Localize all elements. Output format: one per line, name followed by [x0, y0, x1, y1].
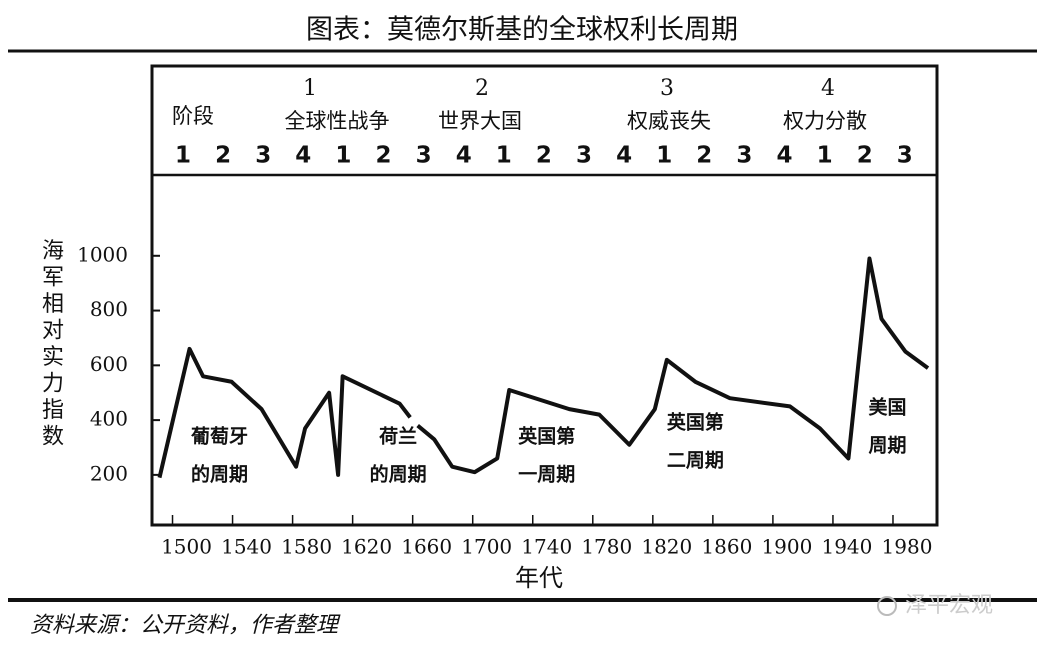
annotation: 的周期: [191, 463, 248, 486]
stage-digit: 4: [456, 143, 472, 169]
stage-digit: 1: [175, 143, 191, 169]
x-tick-label: 1940: [821, 535, 872, 559]
stage-digit: 3: [897, 143, 913, 169]
phase-label: 全球性战争: [285, 109, 390, 133]
x-tick-label: 1580: [281, 535, 332, 559]
stage-digit: 2: [215, 143, 231, 169]
x-tick-label: 1620: [341, 535, 392, 559]
annotation: 英国第: [518, 425, 575, 448]
phase-number: 1: [303, 76, 317, 101]
y-tick-label: 600: [90, 352, 128, 376]
annotation: 周期: [868, 435, 906, 457]
y-tick-label: 800: [90, 297, 128, 321]
annotation: 的周期: [370, 463, 427, 486]
source: 资料来源：公开资料，作者整理: [30, 613, 341, 638]
annotation: 葡萄牙: [191, 425, 248, 448]
stage-digit: 2: [375, 143, 391, 169]
stage-digit: 1: [656, 143, 672, 169]
x-tick-label: 1660: [401, 535, 452, 559]
x-tick-label: 1900: [761, 535, 812, 559]
phase-number: 2: [475, 76, 489, 101]
x-tick-label: 1860: [701, 535, 752, 559]
stage-digit: 2: [857, 143, 873, 169]
stage-digit: 2: [536, 143, 552, 169]
watermark: 泽平宏观: [905, 593, 993, 618]
stage-digit: 3: [255, 143, 271, 169]
x-axis-title: 年代: [515, 564, 563, 592]
phase-label: 权力分散: [783, 109, 867, 133]
x-tick-label: 1980: [882, 535, 933, 559]
phase-number: 4: [821, 76, 835, 101]
annotation: 一周期: [518, 464, 575, 486]
frame: [150, 64, 939, 527]
x-tick-label: 1540: [221, 535, 272, 559]
phase-number: 3: [660, 76, 674, 101]
stage-digit: 4: [616, 143, 632, 169]
stage-digit: 3: [416, 143, 432, 169]
x-tick-label: 1700: [461, 535, 512, 559]
annotation: 美国: [868, 396, 906, 419]
y-tick-label: 1000: [77, 242, 128, 266]
stage-digit: 2: [696, 143, 712, 169]
y-tick-label: 200: [90, 461, 128, 485]
stage-digit: 4: [776, 143, 792, 169]
chart-title: 图表：莫德尔斯基的全球权利长周期: [306, 15, 738, 46]
stage-digit: 3: [576, 143, 592, 169]
watermark-icon: [877, 596, 897, 616]
x-tick-label: 1500: [161, 535, 212, 559]
annotation: 荷兰: [379, 425, 417, 448]
stage-digit: 1: [496, 143, 512, 169]
y-axis-title: 海军相对实力指数: [42, 239, 64, 450]
stage-digit: 3: [736, 143, 752, 169]
stage-digit: 1: [335, 143, 351, 169]
x-tick-label: 1820: [641, 535, 692, 559]
x-tick-label: 1740: [521, 535, 572, 559]
annotation: 英国第: [667, 411, 724, 434]
data-line: [157, 256, 930, 479]
stage-digit: 4: [295, 143, 311, 169]
x-tick-label: 1780: [581, 535, 632, 559]
phase-label: 世界大国: [438, 109, 522, 133]
annotation: 二周期: [667, 450, 724, 472]
stage-digit: 1: [817, 143, 833, 169]
y-tick-label: 400: [90, 407, 128, 431]
stage-label: 阶段: [172, 104, 214, 128]
phase-label: 权威丧失: [627, 109, 711, 133]
